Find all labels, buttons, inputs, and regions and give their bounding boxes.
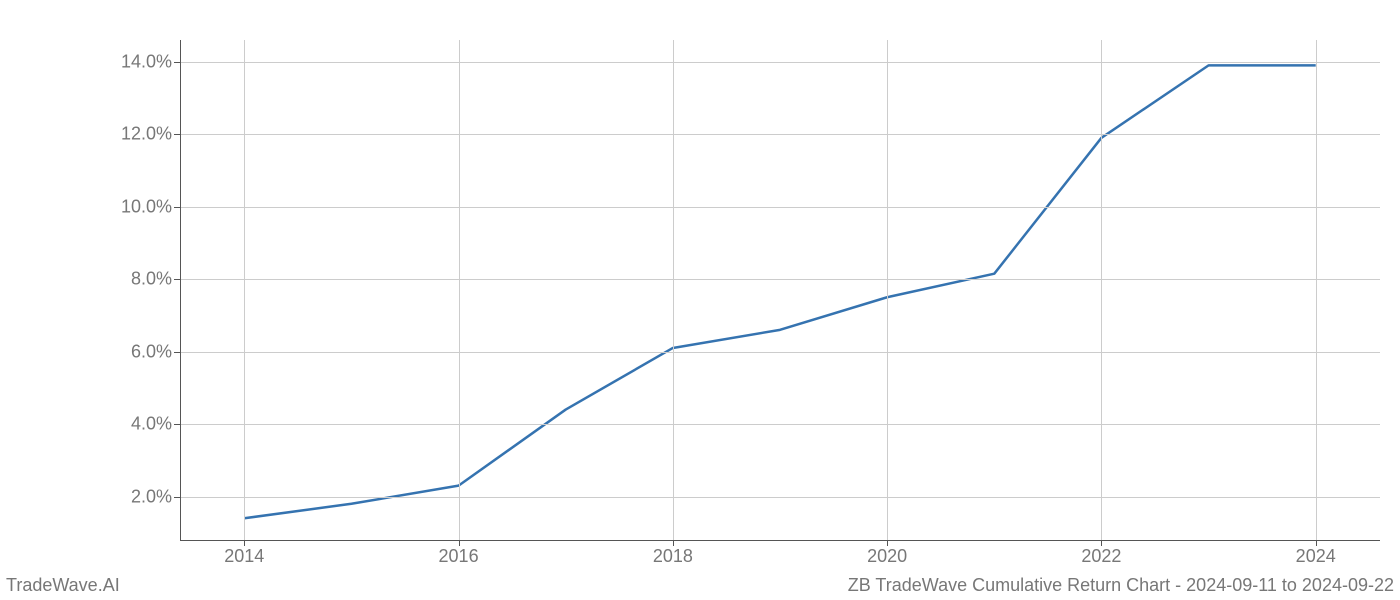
y-tick-label: 2.0% — [131, 486, 180, 507]
x-tick-label: 2022 — [1081, 540, 1121, 567]
grid-line-horizontal — [180, 134, 1380, 135]
grid-line-vertical — [673, 40, 674, 540]
grid-line-horizontal — [180, 352, 1380, 353]
x-tick-label: 2024 — [1296, 540, 1336, 567]
grid-line-vertical — [459, 40, 460, 540]
y-tick-label: 14.0% — [121, 51, 180, 72]
grid-line-vertical — [887, 40, 888, 540]
x-tick-label: 2020 — [867, 540, 907, 567]
footer-right-text: ZB TradeWave Cumulative Return Chart - 2… — [848, 575, 1394, 596]
grid-line-horizontal — [180, 207, 1380, 208]
line-chart-svg — [180, 40, 1380, 540]
grid-line-vertical — [1316, 40, 1317, 540]
x-tick-label: 2018 — [653, 540, 693, 567]
y-tick-label: 10.0% — [121, 196, 180, 217]
grid-line-horizontal — [180, 497, 1380, 498]
x-tick-label: 2014 — [224, 540, 264, 567]
y-tick-label: 8.0% — [131, 269, 180, 290]
y-axis-spine — [180, 40, 181, 540]
grid-line-vertical — [244, 40, 245, 540]
chart-container: 2014 2016 2018 2020 2022 2024 2.0% 4.0% 6.0% 8.0%… — [0, 0, 1400, 600]
grid-line-vertical — [1101, 40, 1102, 540]
y-tick-label: 4.0% — [131, 414, 180, 435]
grid-line-horizontal — [180, 279, 1380, 280]
plot-area: 2014201620182020202220242.0%4.0%6.0%8.0%… — [180, 40, 1380, 540]
footer-left-text: TradeWave.AI — [6, 575, 120, 596]
grid-line-horizontal — [180, 424, 1380, 425]
x-tick-label: 2016 — [439, 540, 479, 567]
y-tick-label: 6.0% — [131, 341, 180, 362]
grid-line-horizontal — [180, 62, 1380, 63]
y-tick-label: 12.0% — [121, 124, 180, 145]
x-axis-spine — [180, 540, 1380, 541]
